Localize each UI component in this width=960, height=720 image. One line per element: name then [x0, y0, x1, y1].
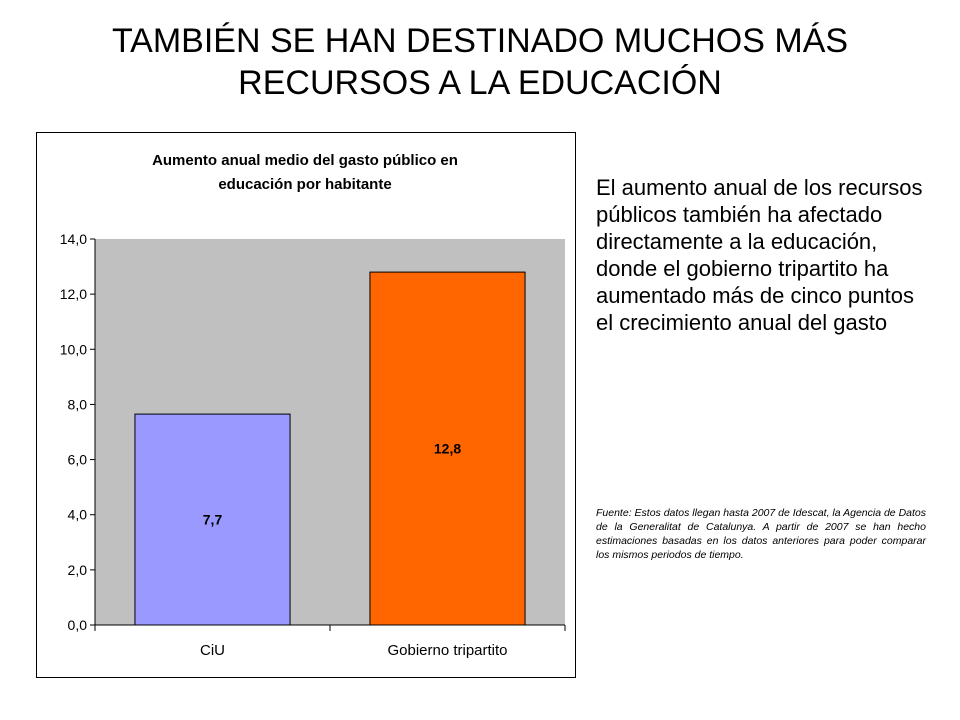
y-tick-label: 10,0	[60, 341, 87, 357]
bar-chart: Aumento anual medio del gasto público en…	[60, 152, 566, 659]
y-tick-label: 8,0	[68, 396, 88, 412]
y-tick-label: 0,0	[68, 617, 88, 633]
chart-title-line-2: educación por habitante	[218, 176, 391, 193]
x-category-label: CiU	[200, 642, 225, 659]
bar-data-label: 12,8	[434, 441, 461, 457]
y-tick-label: 12,0	[60, 286, 87, 302]
y-tick-label: 6,0	[68, 452, 88, 468]
y-tick-label: 2,0	[68, 562, 88, 578]
slide-title: TAMBIÉN SE HAN DESTINADO MUCHOS MÁS RECU…	[111, 22, 849, 102]
chart-frame: Aumento anual medio del gasto público en…	[36, 132, 576, 678]
bar-2	[369, 271, 526, 626]
chart-title-line-1: Aumento anual medio del gasto público en	[152, 152, 458, 169]
y-tick-label: 14,0	[60, 231, 87, 247]
bar-1	[134, 413, 291, 626]
y-tick-label: 4,0	[68, 507, 88, 523]
x-category-label: Gobierno tripartito	[387, 642, 507, 659]
bar-data-label: 7,7	[203, 512, 223, 528]
body-text: El aumento anual de los recursos público…	[596, 175, 923, 335]
source-note: Fuente: Estos datos llegan hasta 2007 de…	[596, 507, 926, 561]
